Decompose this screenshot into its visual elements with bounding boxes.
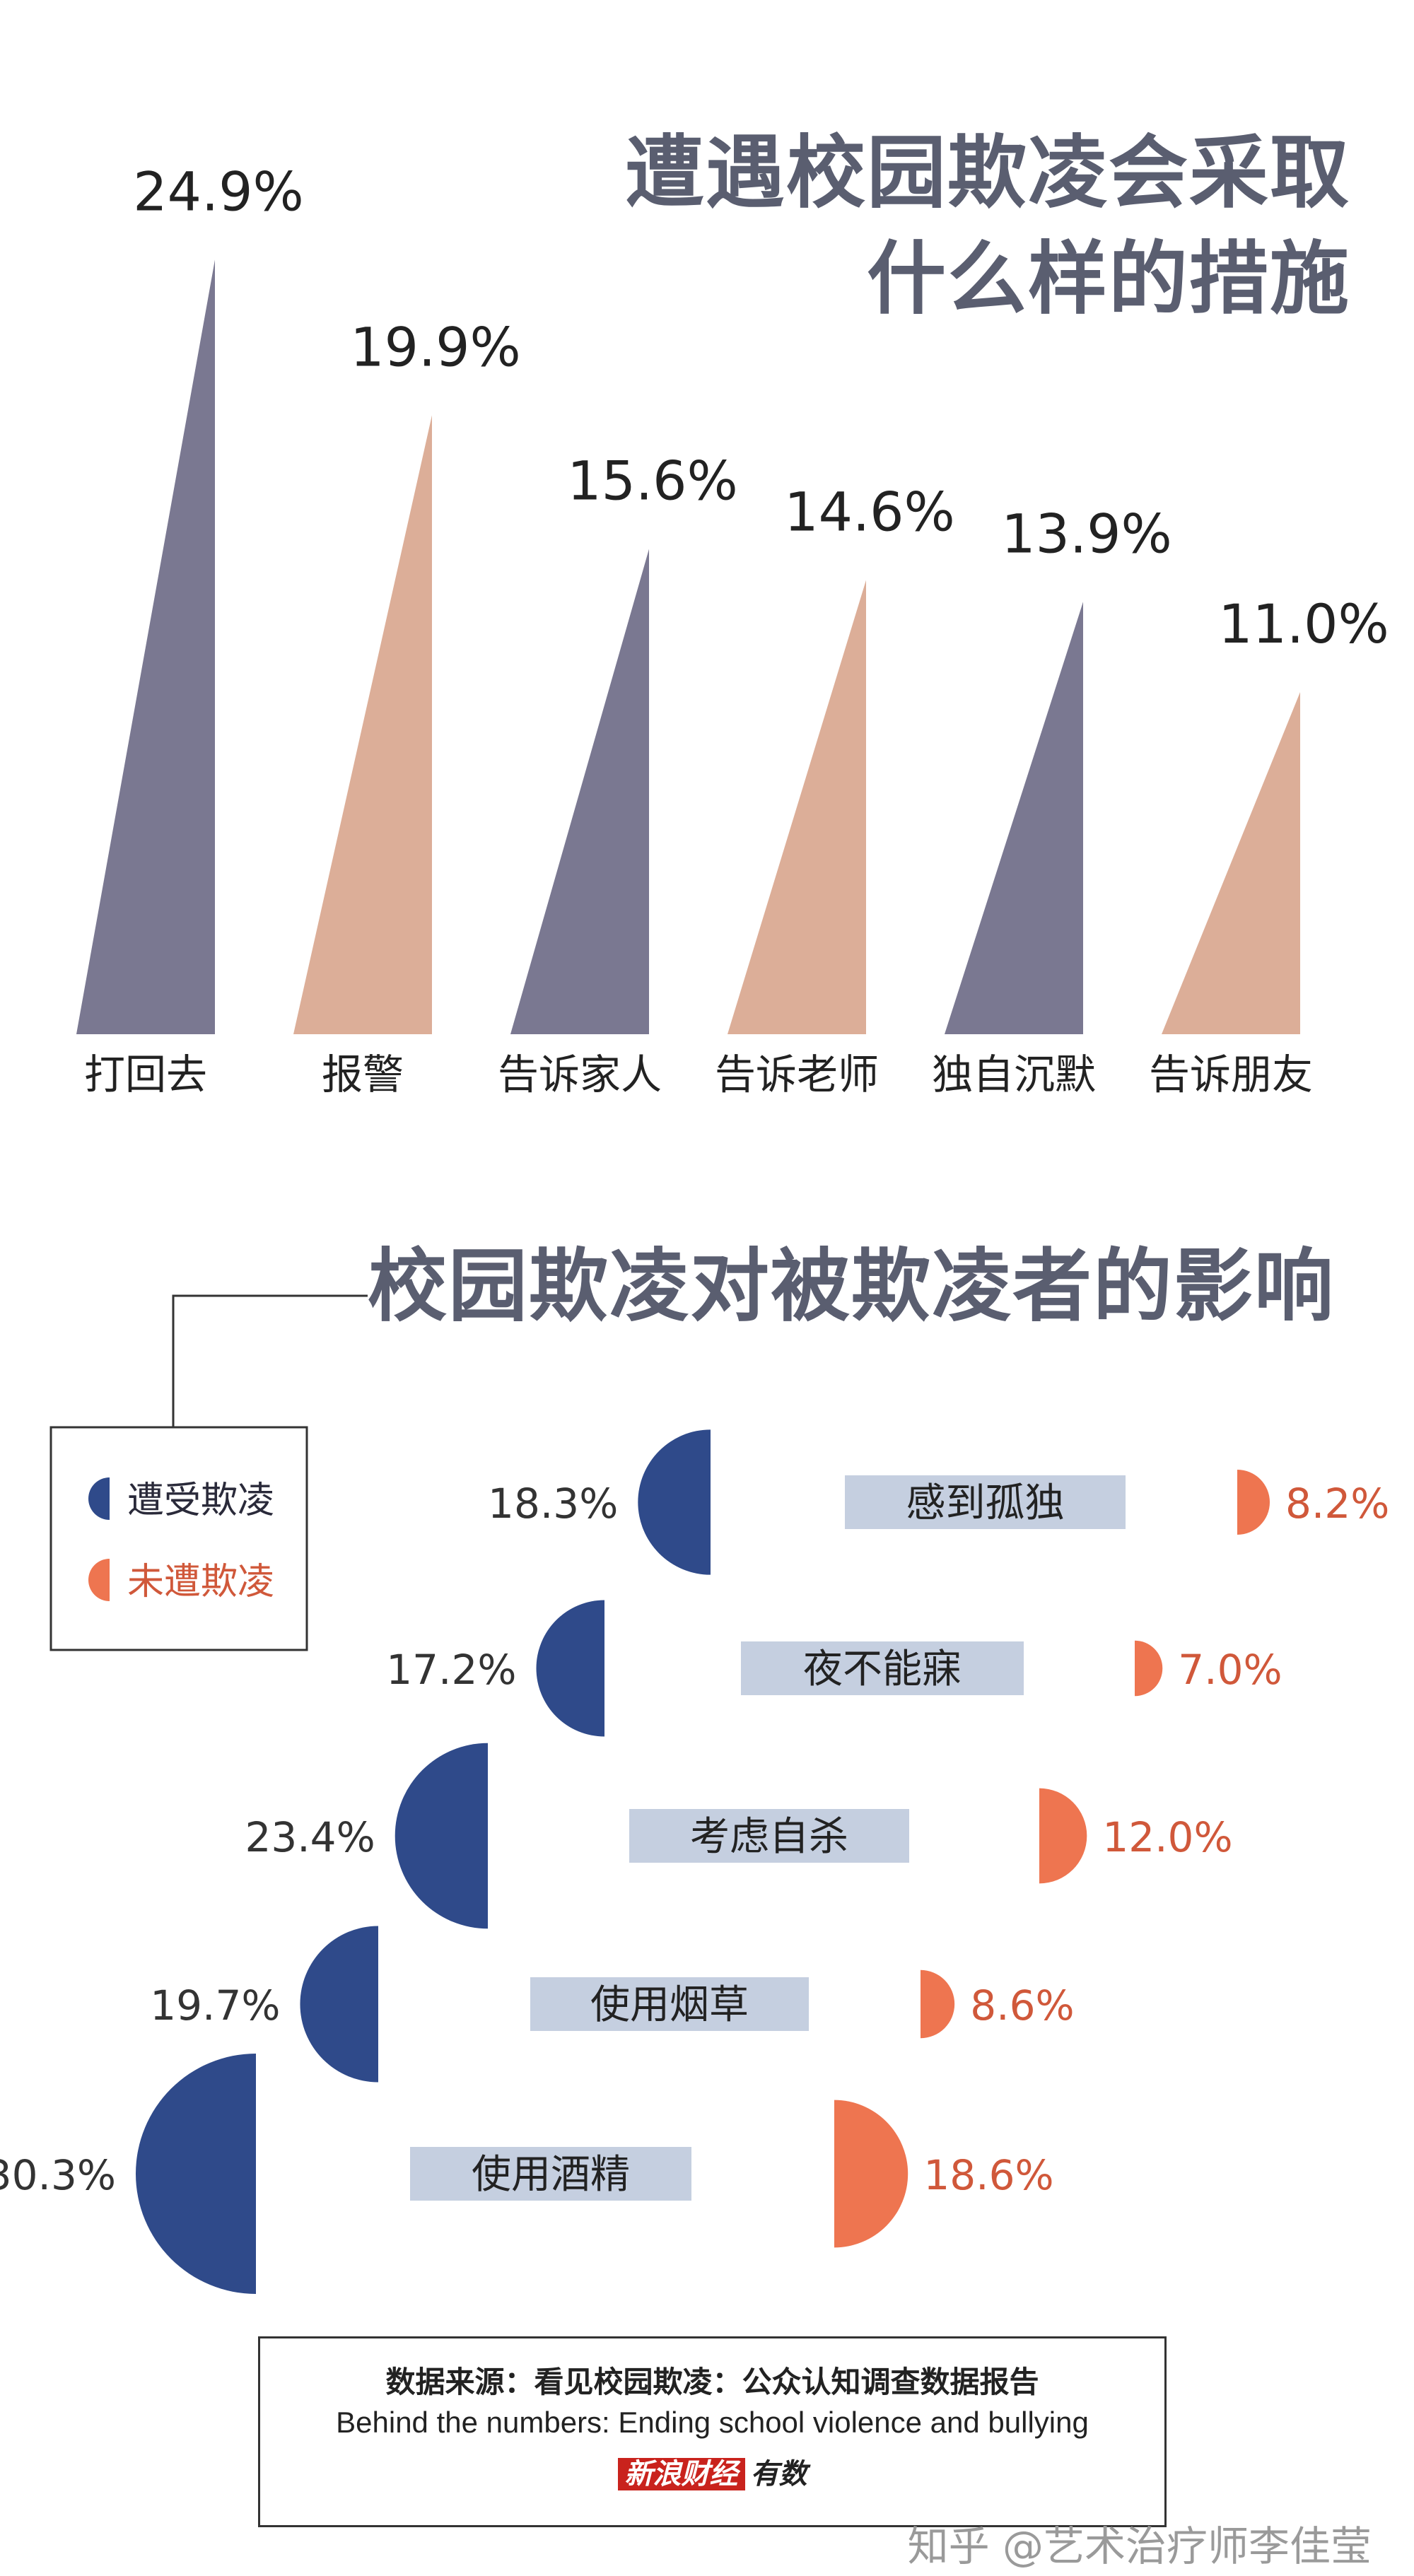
bullied-value-4: 30.3% [0,2151,116,2199]
not-bullied-value-1: 7.0% [1178,1646,1282,1694]
legend-connector-line [172,1294,368,1427]
bullied-value-1: 17.2% [386,1646,516,1694]
category-label-3: 告诉老师 [715,1050,879,1099]
spike-bar-4 [945,602,1083,1034]
impact-label-0: 感到孤独 [906,1480,1065,1526]
impact-label-2: 考虑自杀 [690,1814,848,1860]
spike-bar-2 [510,549,649,1034]
source-cn: 数据来源：看见校园欺凌：公众认知调查数据报告 [385,2365,1039,2399]
not-bullied-value-0: 8.2% [1285,1480,1389,1528]
not-bullied-value-3: 8.6% [970,1981,1074,2030]
legend-swatch-1 [88,1559,110,1601]
bullied-half-circle-1 [536,1600,604,1737]
spike-bar-0 [76,259,215,1034]
source-en: Behind the numbers: Ending school violen… [336,2406,1089,2439]
legend-box [49,1426,308,1651]
not-bullied-half-circle-0 [1237,1469,1270,1535]
legend-swatch-0 [88,1477,110,1520]
bullied-half-circle-0 [638,1429,711,1575]
impact-label-box-1 [741,1641,1024,1695]
source-box: 数据来源：看见校园欺凌：公众认知调查数据报告 Behind the number… [258,2336,1167,2527]
bullied-value-0: 18.3% [488,1480,618,1528]
category-label-4: 独自沉默 [932,1050,1096,1099]
legend-label-1: 未遭欺凌 [127,1561,274,1603]
category-label-1: 报警 [322,1050,404,1099]
impact-label-3: 使用烟草 [590,1982,749,2028]
impact-label-box-2 [629,1809,909,1863]
spike-bar-3 [728,580,866,1034]
logo-black: 有数 [750,2458,807,2490]
not-bullied-half-circle-2 [1039,1788,1087,1884]
bullied-half-circle-4 [136,2054,256,2294]
category-label-2: 告诉家人 [498,1050,662,1099]
chart2-title: 校园欺凌对被欺凌者的影响 [368,1241,1335,1333]
value-label-4: 13.9% [1001,502,1171,565]
category-label-0: 打回去 [84,1050,207,1099]
not-bullied-half-circle-4 [834,2100,908,2248]
value-label-2: 15.6% [567,450,737,513]
not-bullied-half-circle-1 [1135,1640,1163,1697]
legend-label-0: 遭受欺凌 [127,1480,274,1522]
chart-response-measures: 24.9% 打回去 19.9% 报警 15.6% 告诉家人 14.6% 告诉老师 13.9% 独自… [76,160,1389,1099]
impact-label-4: 使用酒精 [472,2152,630,2198]
bullied-half-circle-3 [300,1926,378,2083]
bullied-value-3: 19.7% [150,1981,280,2030]
not-bullied-value-2: 12.0% [1102,1813,1232,1861]
category-label-5: 告诉朋友 [1149,1050,1313,1099]
logo-red: 新浪财经 [617,2458,745,2490]
value-label-1: 19.9% [350,315,520,378]
value-label-5: 11.0% [1218,592,1389,655]
value-label-3: 14.6% [784,481,954,544]
impact-label-box-4 [410,2147,691,2201]
value-label-0: 24.9% [133,160,303,223]
bullied-value-2: 23.4% [245,1813,375,1861]
bullied-half-circle-2 [395,1743,488,1929]
not-bullied-value-4: 18.6% [923,2151,1053,2199]
not-bullied-half-circle-3 [921,1969,955,2039]
chart1-title-line1: 遭遇校园欺凌会采取 [625,127,1350,219]
source-logo: 新浪财经 有数 [260,2451,1164,2492]
chart1-title-line2: 什么样的措施 [867,233,1350,325]
impact-label-box-0 [845,1475,1126,1529]
impact-label-box-3 [530,1977,809,2031]
spike-bar-5 [1162,692,1300,1034]
impact-label-1: 夜不能寐 [803,1646,962,1692]
watermark: 知乎 @艺术治疗师李佳莹 [907,2522,1372,2570]
spike-bar-1 [293,415,432,1034]
chart1-title: 遭遇校园欺凌会采取 什么样的措施 [625,120,1350,332]
